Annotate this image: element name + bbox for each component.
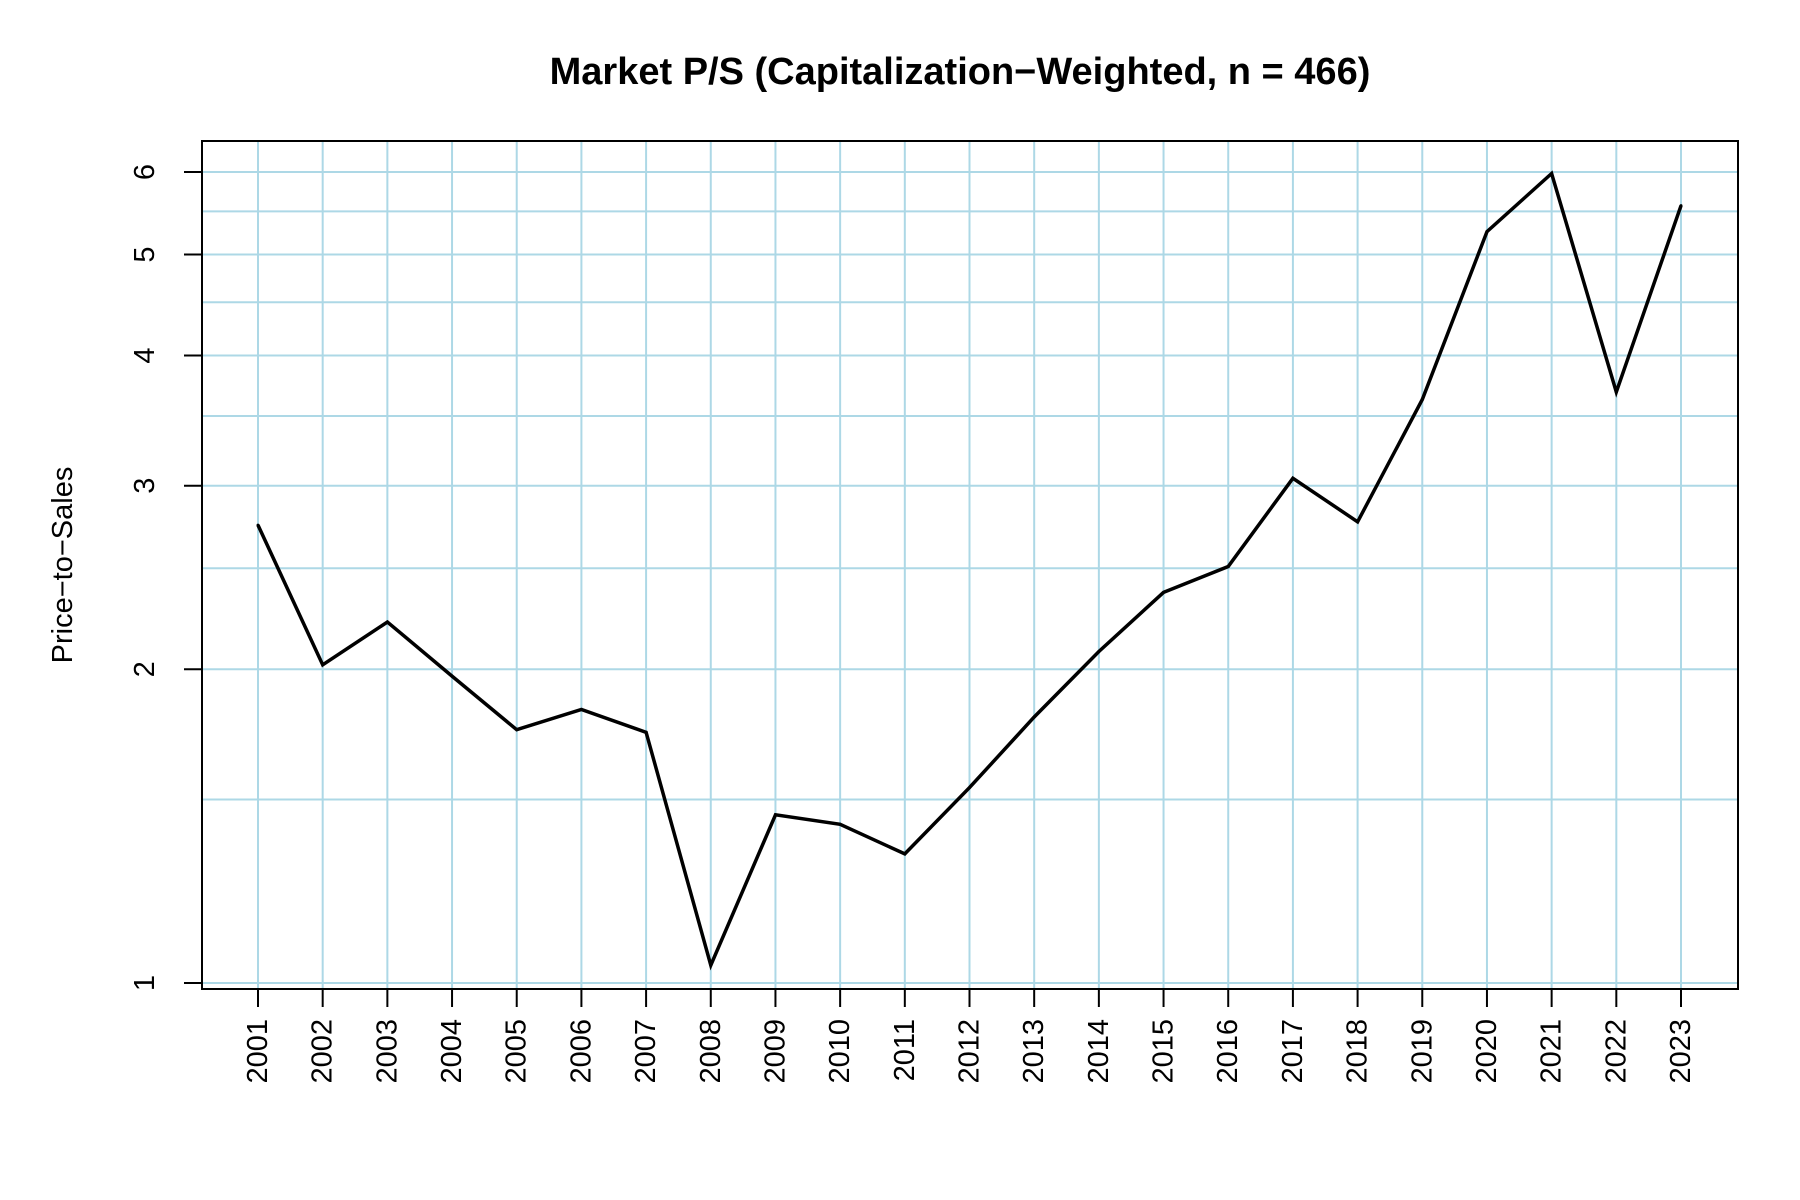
x-tick-label: 2004 bbox=[436, 1019, 468, 1084]
data-point-2004 bbox=[450, 674, 454, 678]
data-point-2015 bbox=[1162, 590, 1166, 594]
data-point-2018 bbox=[1356, 520, 1360, 524]
y-tick-label: 3 bbox=[129, 478, 161, 494]
y-tick-label: 5 bbox=[129, 246, 161, 262]
data-point-2012 bbox=[968, 786, 971, 790]
data-point-2023 bbox=[1679, 204, 1683, 208]
data-point-2001 bbox=[256, 523, 260, 527]
x-tick-label: 2013 bbox=[1018, 1019, 1050, 1084]
y-axis: 1 2 3 4 5 6 bbox=[129, 164, 202, 991]
x-tick-label: 2023 bbox=[1665, 1019, 1697, 1084]
x-tick-label: 2019 bbox=[1406, 1019, 1438, 1084]
y-tick-label: 2 bbox=[129, 661, 161, 677]
data-point-2007 bbox=[644, 730, 648, 734]
x-tick-label: 2015 bbox=[1148, 1019, 1180, 1084]
data-point-2014 bbox=[1097, 650, 1101, 654]
x-tick-label: 2007 bbox=[630, 1019, 662, 1084]
x-tick-label: 2022 bbox=[1600, 1019, 1632, 1084]
chart-title: Market P/S (Capitalization−Weighted, n =… bbox=[550, 51, 1371, 93]
y-axis-label: Price−to−Sales bbox=[47, 467, 79, 664]
data-point-2010 bbox=[838, 822, 842, 826]
data-point-2022 bbox=[1614, 390, 1618, 394]
data-point-2016 bbox=[1226, 564, 1230, 568]
data-point-2002 bbox=[321, 663, 325, 667]
data-point-2011 bbox=[903, 852, 907, 856]
x-axis: 2001 2002 2003 2004 2005 2006 2007 2008 2009 2010… bbox=[242, 989, 1697, 1084]
x-tick-label: 2003 bbox=[371, 1019, 403, 1084]
data-point-2006 bbox=[579, 707, 583, 711]
data-point-2019 bbox=[1420, 397, 1424, 401]
x-tick-label: 2001 bbox=[242, 1019, 274, 1084]
data-point-2021 bbox=[1550, 172, 1554, 176]
x-tick-label: 2012 bbox=[954, 1019, 986, 1084]
data-point-2017 bbox=[1291, 476, 1295, 480]
series-layer bbox=[256, 170, 1683, 971]
y-tick-label: 1 bbox=[129, 975, 161, 991]
data-point-2008 bbox=[709, 963, 713, 967]
y-tick-label: 6 bbox=[129, 164, 161, 180]
data-point-2003 bbox=[385, 620, 389, 624]
x-tick-label: 2010 bbox=[824, 1019, 856, 1084]
x-tick-label: 2016 bbox=[1212, 1019, 1244, 1084]
x-tick-label: 2021 bbox=[1536, 1019, 1568, 1084]
data-point-2013 bbox=[1032, 715, 1036, 719]
data-point-2005 bbox=[515, 728, 519, 732]
data-point-2009 bbox=[773, 813, 777, 817]
y-tick-label: 4 bbox=[129, 347, 161, 363]
x-tick-label: 2014 bbox=[1083, 1019, 1115, 1084]
x-tick-label: 2011 bbox=[889, 1019, 921, 1081]
data-point-2020 bbox=[1485, 230, 1489, 234]
x-tick-label: 2006 bbox=[565, 1019, 597, 1084]
grid-lines bbox=[202, 141, 1738, 989]
x-tick-label: 2005 bbox=[501, 1019, 533, 1084]
x-tick-label: 2002 bbox=[307, 1019, 339, 1084]
x-tick-label: 2008 bbox=[695, 1019, 727, 1084]
x-tick-label: 2017 bbox=[1277, 1019, 1309, 1084]
x-tick-label: 2009 bbox=[759, 1019, 791, 1084]
x-tick-label: 2018 bbox=[1342, 1019, 1374, 1084]
x-tick-label: 2020 bbox=[1471, 1019, 1503, 1084]
